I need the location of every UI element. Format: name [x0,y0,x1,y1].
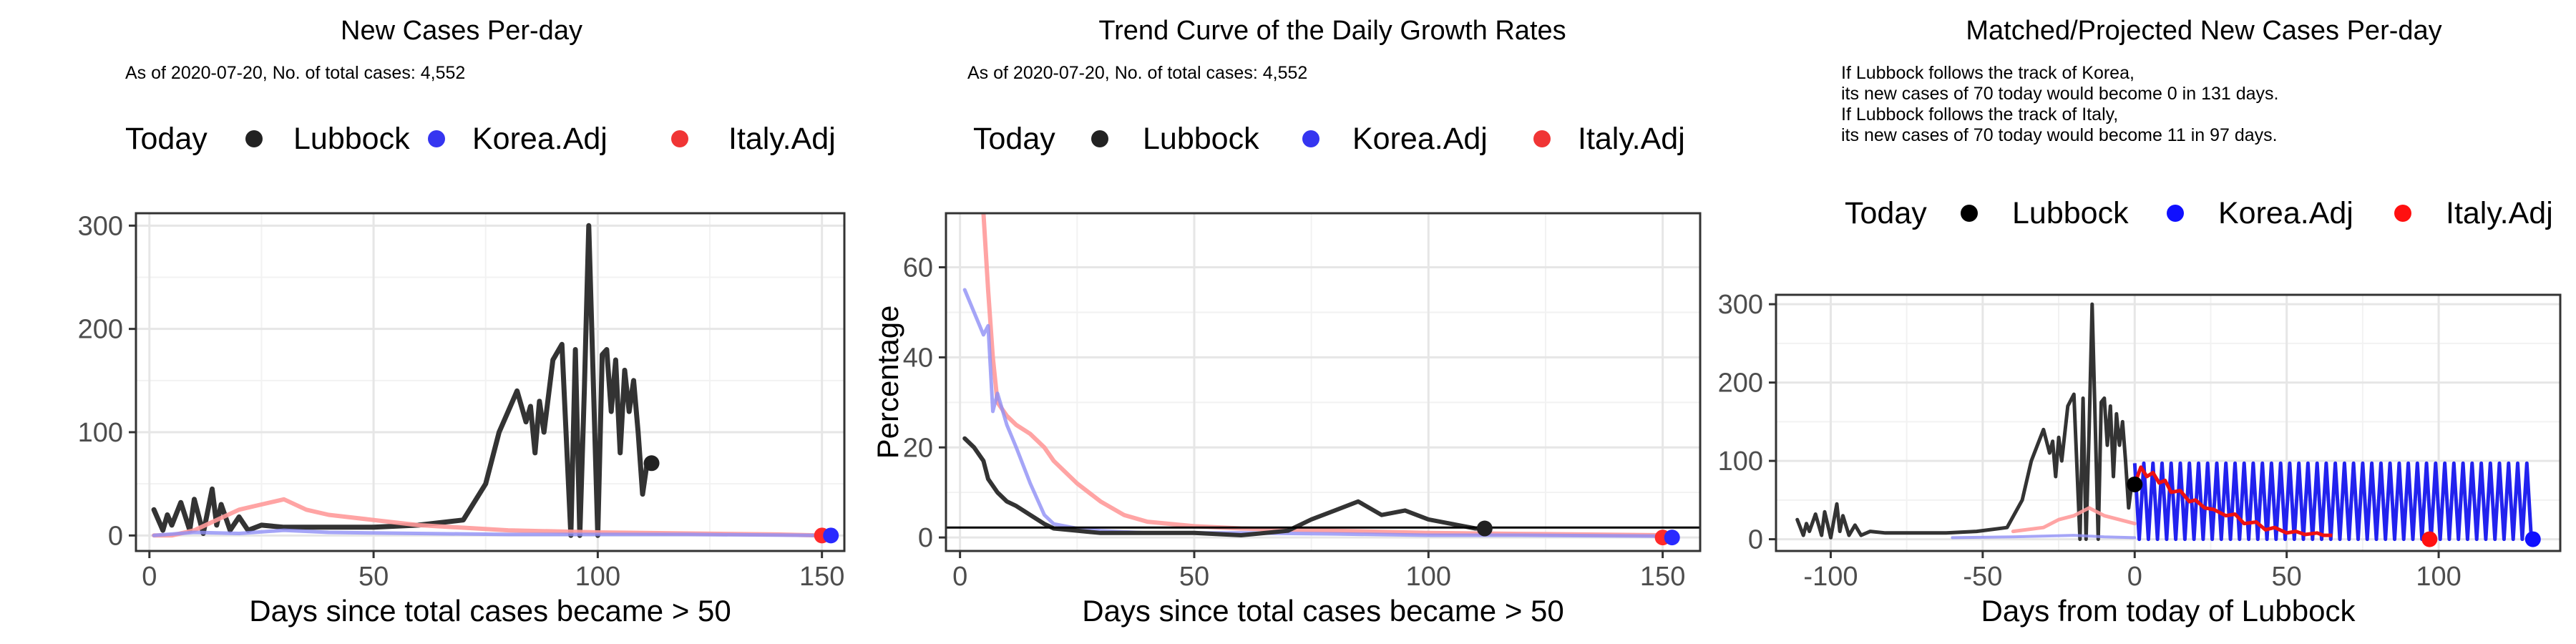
legend-title: Today [125,122,208,156]
x-tick-label: 50 [358,562,389,592]
legend-marker-korea-adj [1302,130,1319,147]
legend-marker-italy-adj [671,130,688,147]
x-tick-label: 150 [1640,562,1685,592]
today-point-lubbock [2127,476,2143,492]
projection-line-italy-adj [2132,465,2333,537]
y-tick-label: 100 [78,418,123,448]
gridlines [136,213,844,551]
y-tick-label: 0 [918,523,933,553]
axes: 0 50 100 150 0 20 40 60 Days since total cases b… [871,253,1685,628]
y-tick-label: 300 [1718,290,1763,320]
panel-border [135,212,846,552]
y-tick-label: 300 [78,211,123,241]
series-line-lubbock [151,223,655,538]
axes: 0 50 100 150 0 100 200 300 Days since total case… [78,211,845,628]
chart-subtitle-line: If Lubbock follows the track of Italy, [1841,104,2118,125]
legend-label: Korea.Adj [1352,122,1488,156]
chart-panel-3: Matched/Projected New Cases Per-day If Lu… [1718,16,2562,628]
chart-subtitle-line: If Lubbock follows the track of Korea, [1841,63,2135,83]
chart-subtitle-line: its new cases of 70 today would become 0… [1841,84,2278,104]
legend-title: Today [973,122,1055,156]
legend-marker-lubbock [245,130,263,147]
x-tick-label: 100 [575,562,620,592]
legend-label: Lubbock [293,122,410,156]
y-tick-label: 0 [108,521,123,551]
x-tick-label: -100 [1803,562,1858,592]
x-tick-label: 50 [1179,562,1209,592]
legend: Today Lubbock Korea.Adj Italy.Adj [973,122,1685,156]
y-tick-label: 100 [1718,447,1763,477]
legend-label: Italy.Adj [728,122,836,156]
axes: -100 -50 0 50 100 0 100 200 300 Days from today o… [1718,290,2462,628]
today-point-lubbock [643,455,660,472]
x-axis-title: Days from today of Lubbock [1981,594,2356,628]
legend-marker-korea-adj [2167,205,2184,222]
plot-area [151,223,824,538]
series-line-lubbock [962,436,1487,537]
x-tick-label: 100 [2416,562,2461,592]
y-tick-label: 20 [903,433,933,463]
today-point-italy-adj [2421,531,2438,547]
plot-area [1795,302,2534,542]
projection-line-korea-adj [2132,461,2534,542]
y-tick-label: 200 [1718,369,1763,399]
chart-subtitle-line: its new cases of 70 today would become 1… [1841,125,2278,145]
chart-title: Trend Curve of the Daily Growth Rates [1098,16,1566,46]
series-line-italy-adj [981,213,1665,537]
legend-marker-lubbock [1091,130,1108,147]
series-line-italy-adj-history [2011,506,2137,534]
legend-label: Korea.Adj [472,122,608,156]
legend-label: Korea.Adj [2218,196,2353,230]
y-tick-label: 40 [903,343,933,373]
panel-border [1775,293,2562,552]
series-line-lubbock [1795,302,2137,542]
y-tick-label: 0 [1748,525,1763,555]
chart-subtitle-line: As of 2020-07-20, No. of total cases: 4,… [125,63,465,83]
today-point-korea-adj [1664,530,1680,546]
today-point-lubbock [1476,520,1493,537]
legend-marker-lubbock [1961,205,1978,222]
legend-label: Lubbock [1143,122,1259,156]
chart-subtitle-line: As of 2020-07-20, No. of total cases: 4,… [967,63,1307,83]
x-tick-label: 100 [1406,562,1451,592]
series-line-korea-adj [962,288,1665,538]
chart-title: Matched/Projected New Cases Per-day [1966,16,2441,46]
y-axis-title: Percentage [871,306,904,459]
legend-marker-italy-adj [1533,130,1551,147]
today-point-korea-adj [2524,531,2541,547]
legend-marker-korea-adj [428,130,445,147]
legend: Today Lubbock Korea.Adj Italy.Adj [125,122,836,156]
x-tick-label: 0 [2127,562,2142,592]
gridlines [946,213,1700,551]
x-tick-label: 0 [142,562,157,592]
plot-area [946,213,1700,538]
legend-title: Today [1845,196,1927,230]
x-tick-label: -50 [1963,562,2002,592]
chart-panel-2: Trend Curve of the Daily Growth Rates As … [871,16,1702,628]
y-tick-label: 200 [78,315,123,345]
x-axis-title: Days since total cases became > 50 [1082,594,1564,628]
x-tick-label: 50 [2272,562,2302,592]
legend: Today Lubbock Korea.Adj Italy.Adj [1845,196,2553,230]
x-axis-title: Days since total cases became > 50 [249,594,731,628]
panel-border [945,212,1702,552]
plot-panel [946,213,1700,551]
legend-label: Italy.Adj [1578,122,1685,156]
today-point-korea-adj [823,527,839,544]
y-tick-label: 60 [903,253,933,283]
x-tick-label: 0 [952,562,967,592]
series-line-korea-adj-history [1951,534,2137,540]
chart-title: New Cases Per-day [341,16,582,46]
legend-label: Lubbock [2012,196,2129,230]
series-line-korea-adj [152,528,824,537]
legend-label: Italy.Adj [2446,196,2553,230]
x-tick-label: 150 [799,562,844,592]
chart-panel-1: New Cases Per-day As of 2020-07-20, No. o… [78,16,846,628]
plot-panel [136,213,844,551]
legend-marker-italy-adj [2394,205,2411,222]
